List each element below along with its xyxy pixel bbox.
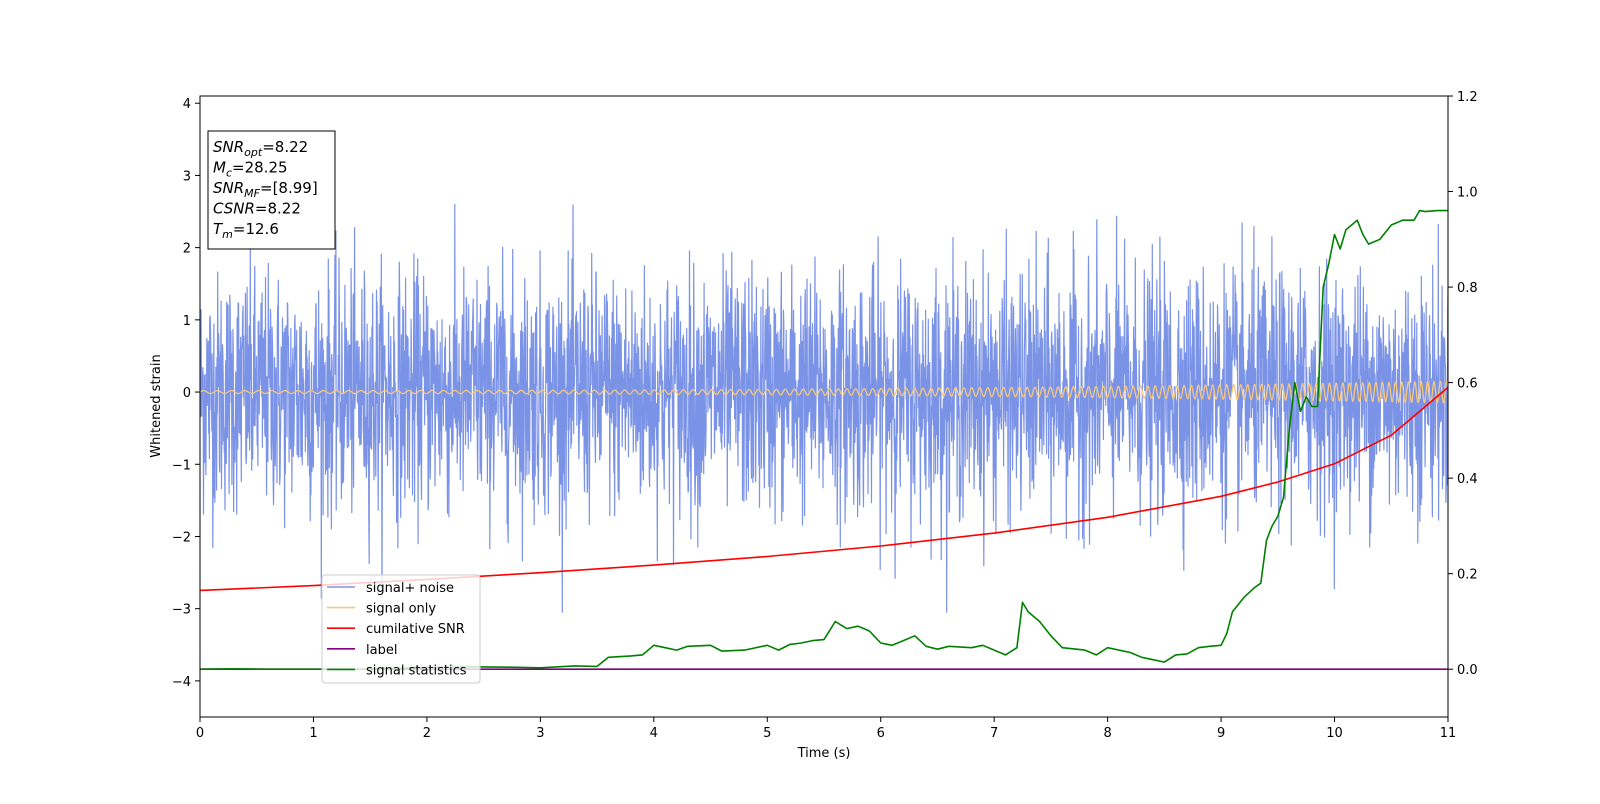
- y-left-tick-label: −3: [172, 603, 191, 618]
- y-left-tick-label: −1: [172, 458, 191, 473]
- annotation-subscript: m: [222, 228, 233, 241]
- y-right-tick-label: 0.6: [1457, 377, 1478, 392]
- legend-label: signal+ noise: [366, 581, 454, 596]
- x-tick-label: 0: [196, 726, 204, 741]
- annotation-symbol: SNR: [213, 179, 244, 197]
- x-tick-label: 1: [309, 726, 317, 741]
- y-left-tick-label: −2: [172, 530, 191, 545]
- annotation-line: SNRMF=[8.99]: [213, 179, 318, 200]
- annotation-line: Mc=28.25: [213, 159, 288, 180]
- y-left-tick-label: 4: [183, 97, 191, 112]
- legend-label: cumilative SNR: [366, 622, 465, 637]
- annotation-subscript: opt: [244, 146, 263, 159]
- annotation-value: =8.22: [262, 138, 308, 156]
- series-signal-statistics-line: [200, 209, 1448, 670]
- x-tick-label: 2: [423, 726, 431, 741]
- y-left-tick-label: −4: [172, 675, 191, 690]
- x-tick-label: 10: [1326, 726, 1343, 741]
- plot-frame: [199, 95, 1449, 718]
- legend: signal+ noise signal only cumilative SNR la…: [321, 574, 481, 684]
- y-right-tick-label: 0.2: [1457, 568, 1478, 583]
- y-left-tick-label: 1: [183, 314, 191, 329]
- legend-label: signal statistics: [366, 663, 467, 678]
- annotation-symbol: M: [213, 159, 226, 177]
- axes-layer: 0 1 2 3 4 5 6 7 8 9 10 1143210−1−2−3−41.21.00.80.60…: [172, 90, 1478, 741]
- y-right-tick-label: 0.4: [1457, 472, 1478, 487]
- annotation-value: =28.25: [232, 159, 288, 177]
- annotation-line: Tm=12.6: [213, 220, 279, 241]
- y-right-tick-label: 0.8: [1457, 281, 1478, 296]
- series-signal-only-line: [200, 380, 1448, 404]
- annotation-line: SNRopt=8.22: [213, 138, 308, 159]
- legend-frame: [321, 574, 481, 684]
- annotation-line: CSNR=8.22: [213, 200, 301, 218]
- annotation-symbol: CSNR: [213, 200, 255, 218]
- legend-label: label: [366, 643, 397, 658]
- x-tick-label: 9: [1217, 726, 1225, 741]
- x-tick-label: 3: [536, 726, 544, 741]
- x-tick-label: 11: [1440, 726, 1457, 741]
- x-tick-label: 6: [877, 726, 885, 741]
- annotation-symbol: T: [213, 220, 224, 238]
- annotation-subscript: c: [226, 167, 232, 180]
- x-tick-label: 4: [650, 726, 658, 741]
- x-tick-label: 5: [763, 726, 771, 741]
- y-left-tick-label: 2: [183, 242, 191, 257]
- annotation-value: =[8.99]: [260, 179, 318, 197]
- y-right-tick-label: 1.2: [1457, 90, 1478, 105]
- y-axis-label: Whitened strain: [149, 354, 164, 457]
- legend-label: signal only: [366, 602, 436, 617]
- annotation-frame: [207, 130, 336, 250]
- annotation-box: SNRopt=8.22Mc=28.25SNRMF=[8.99]CSNR=8.22…: [207, 130, 336, 250]
- y-left-tick-label: 3: [183, 169, 191, 184]
- y-right-tick-label: 1.0: [1457, 186, 1478, 201]
- x-tick-label: 7: [990, 726, 998, 741]
- x-tick-label: 8: [1103, 726, 1111, 741]
- annotation-value: =12.6: [233, 220, 279, 238]
- annotation-subscript: MF: [244, 187, 260, 200]
- x-axis-label: Time (s): [797, 746, 851, 761]
- y-left-tick-label: 0: [183, 386, 191, 401]
- series-signal-noise-line: [200, 203, 1448, 613]
- annotation-value: =8.22: [255, 200, 301, 218]
- y-right-tick-label: 0.0: [1457, 663, 1478, 678]
- annotation-symbol: SNR: [213, 138, 244, 156]
